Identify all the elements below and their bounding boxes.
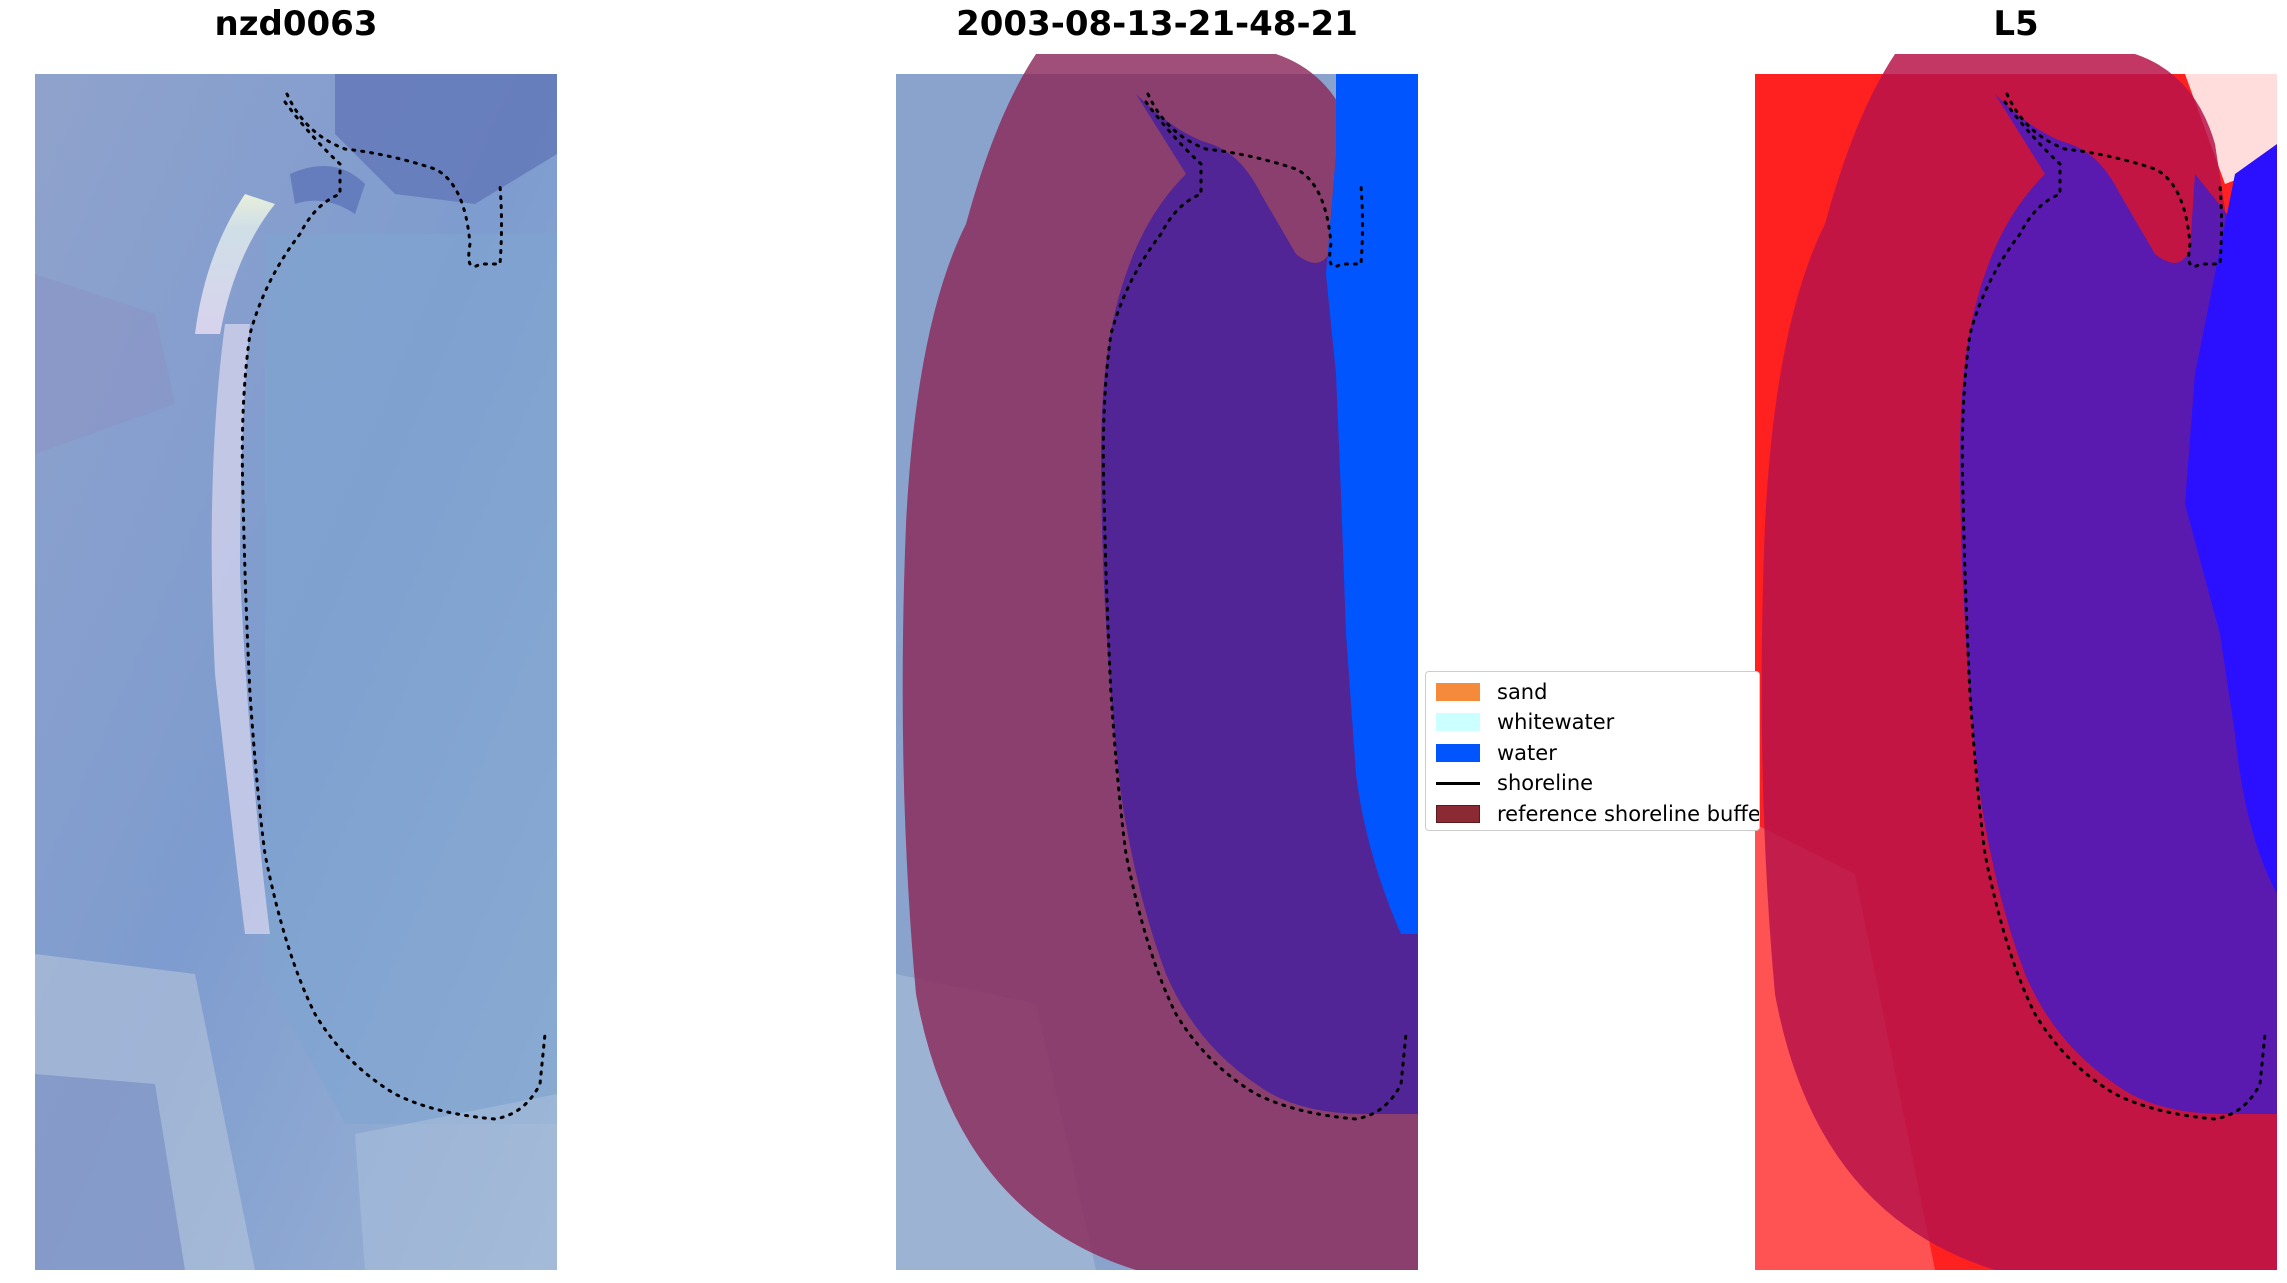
panel-title-satellite: L5 <box>1993 4 2039 44</box>
rgb-image <box>35 74 557 1270</box>
legend-item-water: water <box>1436 738 1557 768</box>
sand-swatch <box>1436 683 1480 701</box>
legend-label-shoreline: shoreline <box>1497 771 1594 795</box>
legend-item-whitewater: whitewater <box>1436 707 1614 737</box>
legend: sand whitewater water shoreline referenc… <box>1425 671 1760 831</box>
index-image <box>1755 54 2277 1270</box>
reference-buffer-swatch <box>1436 805 1480 823</box>
legend-item-sand: sand <box>1436 677 1547 707</box>
legend-label-whitewater: whitewater <box>1497 710 1615 734</box>
shoreline-dotted <box>285 92 503 268</box>
panel-title-date: 2003-08-13-21-48-21 <box>956 4 1358 44</box>
lagoon-fill <box>1960 94 2277 1114</box>
whitewater-swatch <box>1436 713 1480 731</box>
legend-item-shoreline: shoreline <box>1436 768 1593 798</box>
water-class <box>1326 74 1418 934</box>
legend-item-reference-buffer: reference shoreline buffer <box>1436 799 1760 829</box>
classified-image-panel <box>896 54 1418 1270</box>
legend-label-sand: sand <box>1497 680 1548 704</box>
classified-image <box>896 54 1418 1270</box>
index-image-panel <box>1755 54 2277 1270</box>
legend-label-water: water <box>1497 741 1557 765</box>
legend-label-reference-buffer: reference shoreline buffer <box>1497 802 1760 826</box>
shoreline-line-swatch <box>1436 781 1480 785</box>
rgb-image-panel <box>35 74 557 1270</box>
panel-title-rgb: nzd0063 <box>214 4 378 44</box>
water-swatch <box>1436 744 1480 762</box>
